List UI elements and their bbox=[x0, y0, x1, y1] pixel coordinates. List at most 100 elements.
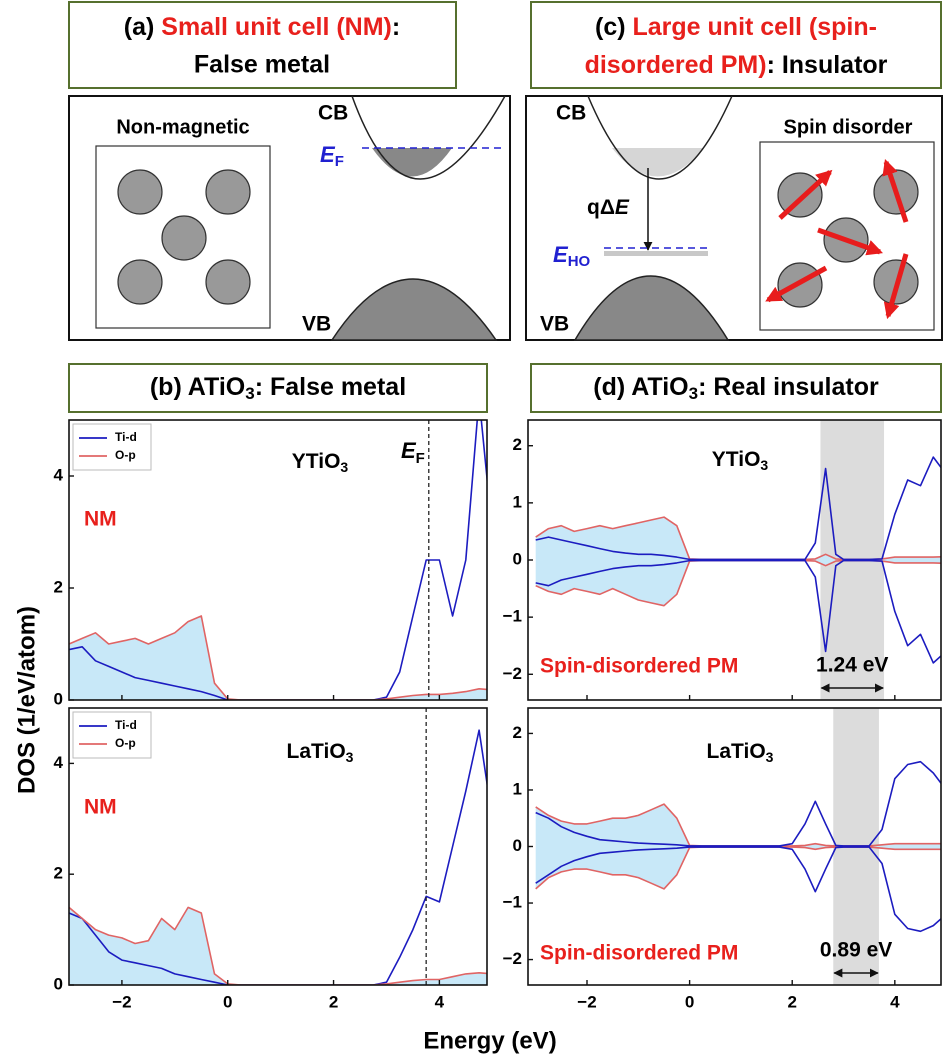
eho-symbol: E bbox=[553, 242, 569, 267]
legend-box bbox=[72, 423, 152, 471]
y-tick-label: 0 bbox=[54, 689, 63, 708]
gap-label: 1.24 eV bbox=[816, 654, 888, 677]
label-text: LaTiO bbox=[707, 740, 766, 763]
y-tick-label: −2 bbox=[503, 664, 522, 683]
spin-arrow bbox=[765, 265, 828, 303]
header-highlight: Large unit cell (spin- bbox=[633, 13, 877, 41]
x-tick-label: 4 bbox=[435, 992, 445, 1011]
atom bbox=[117, 169, 163, 215]
header-box bbox=[530, 363, 942, 413]
conduction-band bbox=[351, 95, 506, 180]
header-a-line2: False metal bbox=[194, 51, 330, 79]
plot-area bbox=[528, 420, 941, 700]
conduction-band bbox=[587, 95, 733, 180]
x-axis-label: Energy (eV) bbox=[423, 1027, 556, 1054]
y-tick-label: −2 bbox=[503, 949, 522, 968]
series-line bbox=[535, 559, 941, 664]
diagram-c: CB qΔE EHO VB Spin disorder bbox=[525, 95, 943, 341]
filled-band bbox=[372, 148, 452, 177]
subscript: 3 bbox=[340, 459, 348, 475]
area bbox=[535, 517, 941, 560]
x-tick-label: −2 bbox=[112, 992, 131, 1011]
fermi-label: EF bbox=[401, 438, 425, 467]
gap-symbol: E bbox=[615, 196, 630, 219]
header-d: (d) ATiO3: Real insulator bbox=[593, 373, 879, 404]
y-tick-label: −1 bbox=[503, 893, 522, 912]
y-tick-label: 0 bbox=[513, 836, 522, 855]
y-tick-label: −1 bbox=[503, 607, 522, 626]
subscript: 3 bbox=[760, 457, 768, 473]
area bbox=[69, 907, 487, 985]
diagram-a: CB EF VB Non-magnetic bbox=[68, 95, 511, 341]
y-tick-label: 2 bbox=[513, 435, 522, 454]
chart-note: NM bbox=[84, 796, 117, 819]
x-tick-label: 4 bbox=[890, 992, 900, 1011]
y-tick-label: 0 bbox=[54, 974, 63, 993]
chart-label: YTiO3 bbox=[292, 450, 349, 475]
y-tick-label: 0 bbox=[513, 549, 522, 568]
y-tick-label: 4 bbox=[54, 465, 64, 484]
header-subscript: 3 bbox=[689, 384, 698, 403]
header-text: : Insulator bbox=[767, 51, 888, 79]
legend-label: Ti-d bbox=[115, 430, 137, 444]
eho-subscript: HO bbox=[568, 253, 591, 270]
atom bbox=[205, 259, 251, 305]
header-text: : bbox=[392, 13, 400, 41]
header-text: : Real insulator bbox=[698, 373, 879, 401]
plot-frame bbox=[68, 707, 488, 986]
series-line bbox=[535, 760, 941, 847]
plot-area bbox=[528, 708, 941, 985]
subscript: 3 bbox=[766, 749, 774, 765]
x-tick-label: 0 bbox=[223, 992, 232, 1011]
atom bbox=[777, 172, 823, 218]
label-text: LaTiO bbox=[287, 740, 346, 763]
spin-arrow bbox=[883, 253, 909, 320]
valence-band bbox=[330, 278, 498, 341]
atom bbox=[117, 259, 163, 305]
legend-label: O-p bbox=[115, 448, 136, 462]
series-line bbox=[535, 846, 941, 933]
subscript: F bbox=[416, 450, 425, 467]
spin-arrow bbox=[882, 158, 909, 223]
chart-label: LaTiO3 bbox=[707, 740, 774, 765]
eho-label: EHO bbox=[553, 242, 591, 270]
y-tick-label: 1 bbox=[513, 492, 522, 511]
series-line bbox=[69, 615, 487, 700]
cb-label: CB bbox=[556, 102, 586, 125]
legend-label: Ti-d bbox=[115, 718, 137, 732]
y-tick-label: 4 bbox=[54, 753, 64, 772]
header-text: (c) bbox=[595, 13, 633, 41]
header-box bbox=[68, 363, 488, 413]
gap-label: 0.89 eV bbox=[820, 939, 892, 962]
plot-frame bbox=[68, 419, 488, 701]
header-text: (d) ATiO bbox=[593, 373, 688, 401]
legend-box bbox=[72, 711, 152, 759]
spin-arrow bbox=[778, 169, 833, 220]
header-b: (b) ATiO3: False metal bbox=[150, 373, 406, 404]
ef-subscript: F bbox=[335, 153, 344, 170]
cb-label: CB bbox=[318, 102, 348, 125]
header-a-line1: (a) Small unit cell (NM): bbox=[124, 13, 400, 41]
header-box bbox=[530, 1, 942, 89]
header-text: (b) ATiO bbox=[150, 373, 245, 401]
series-line bbox=[69, 729, 487, 985]
area bbox=[535, 846, 941, 889]
series-line bbox=[69, 420, 487, 700]
area bbox=[69, 616, 487, 700]
header-highlight: disordered PM) bbox=[585, 51, 767, 79]
label-text: YTiO bbox=[292, 450, 341, 473]
label-text: YTiO bbox=[712, 448, 761, 471]
chart-label: YTiO3 bbox=[712, 448, 769, 473]
atom bbox=[205, 169, 251, 215]
atom bbox=[161, 215, 207, 261]
y-axis-label: DOS (1/eV/atom) bbox=[13, 606, 40, 794]
subscript: 3 bbox=[346, 749, 354, 765]
header-subscript: 3 bbox=[245, 384, 254, 403]
chart-note: NM bbox=[84, 508, 117, 531]
x-tick-label: 2 bbox=[329, 992, 338, 1011]
gap-label: qΔE bbox=[587, 196, 630, 219]
ef-label: EF bbox=[320, 142, 344, 170]
chart-note: Spin-disordered PM bbox=[540, 942, 738, 965]
y-tick-label: 2 bbox=[54, 577, 63, 596]
